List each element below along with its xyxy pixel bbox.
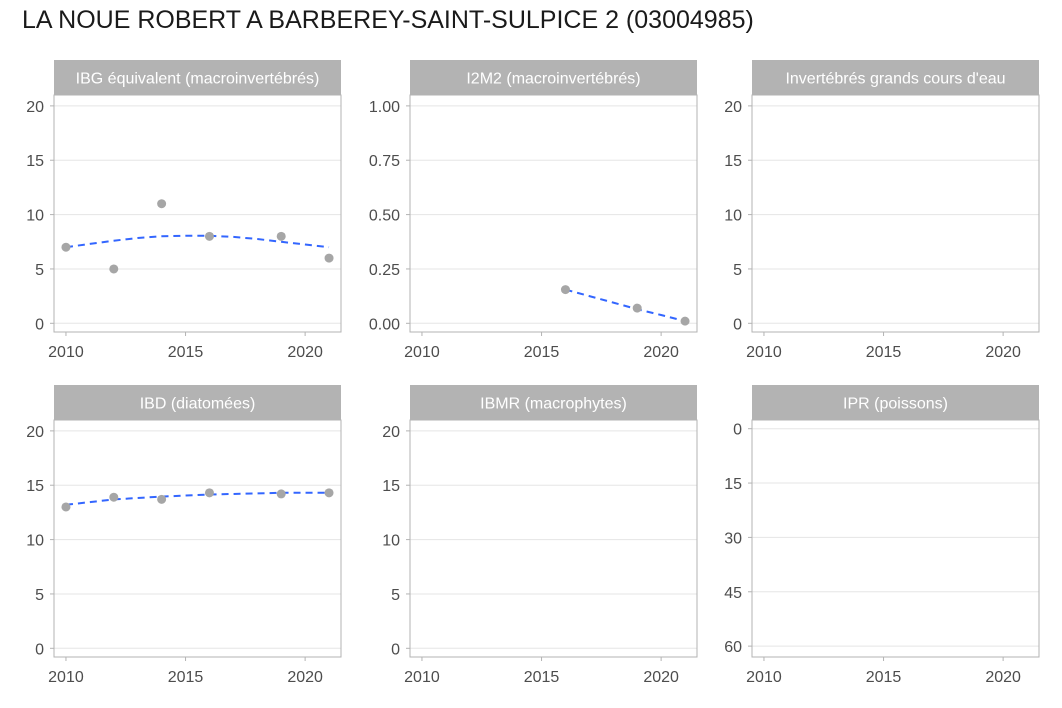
y-tick-label: 15 [724,476,742,493]
trend-line [565,288,686,323]
data-point [276,489,286,499]
panel-border [409,419,698,658]
y-tick-label: 45 [724,585,742,602]
trend-line [65,234,330,249]
y-tick-label: 0.75 [369,153,400,170]
facet-panel: IBD (diatomées) 0 5 10 15 20 2010 2015 2020 [26,385,342,686]
facet-strip [752,60,1039,95]
panel-border [751,419,1040,658]
y-tick-label: 10 [26,208,44,225]
y-tick-label: 0 [35,316,44,333]
facet-title: IBG équivalent (macroinvertébrés) [76,71,320,88]
facet-strip [752,385,1039,420]
data-point [157,199,167,209]
data-point [276,231,286,241]
y-tick-label: 30 [724,530,742,547]
data-point [632,303,642,313]
y-tick-label: 20 [26,424,44,441]
y-tick-label: 15 [382,478,400,495]
x-tick-label: 2020 [287,669,323,686]
y-tick-label: 10 [724,208,742,225]
facet-strip [410,60,697,95]
data-point [324,488,334,498]
y-tick-label: 15 [26,478,44,495]
data-point [109,492,119,502]
facet-panel: IBG équivalent (macroinvertébrés) 0 5 10 15 2… [26,60,342,361]
y-tick-label: 0 [733,316,742,333]
data-point [204,231,214,241]
panel-border [53,94,342,333]
facet-title: I2M2 (macroinvertébrés) [466,71,640,88]
x-tick-label: 2015 [168,344,204,361]
y-tick-label: 0.00 [369,316,400,333]
y-tick-label: 5 [35,262,44,279]
x-tick-label: 2010 [48,669,84,686]
facet-panel: IBMR (macrophytes) 0 5 10 15 20 2010 2015 2020 [382,385,698,686]
y-tick-label: 15 [26,153,44,170]
y-tick-label: 0 [733,422,742,439]
data-point [157,494,167,504]
y-tick-label: 0 [35,641,44,658]
y-tick-label: 1.00 [369,99,400,116]
x-tick-label: 2010 [746,669,782,686]
data-point [324,253,334,263]
facet-title: IPR (poissons) [843,396,948,413]
facet-strip [54,60,341,95]
y-tick-label: 0 [391,641,400,658]
y-tick-label: 20 [382,424,400,441]
panel-border [409,94,698,333]
x-tick-label: 2020 [287,344,323,361]
y-tick-label: 5 [35,587,44,604]
data-point [61,502,71,512]
page-title: LA NOUE ROBERT A BARBEREY-SAINT-SULPICE … [22,6,754,34]
facet-panel: Invertébrés grands cours d'eau0510152020… [724,60,1040,361]
trend-line [65,491,329,506]
facet-title: IBD (diatomées) [140,396,256,413]
data-point [560,285,570,295]
x-tick-label: 2010 [746,344,782,361]
facet-strip [54,385,341,420]
y-tick-label: 60 [724,639,742,656]
y-tick-label: 5 [391,587,400,604]
data-point [204,488,214,498]
data-point [61,242,71,252]
y-tick-label: 15 [724,153,742,170]
x-tick-label: 2020 [985,669,1021,686]
x-tick-label: 2020 [643,344,679,361]
x-tick-label: 2020 [985,344,1021,361]
x-tick-label: 2015 [524,344,560,361]
y-tick-label: 20 [724,99,742,116]
x-tick-label: 2010 [404,669,440,686]
facet-title: Invertébrés grands cours d'eau [785,71,1005,88]
panel-border [53,419,342,658]
data-point [109,264,119,274]
x-tick-label: 2015 [866,669,902,686]
x-tick-label: 2015 [866,344,902,361]
y-tick-label: 0.25 [369,262,400,279]
facet-title: IBMR (macrophytes) [480,396,627,413]
y-tick-label: 10 [26,533,44,550]
facet-strip [410,385,697,420]
y-tick-label: 5 [733,262,742,279]
x-tick-label: 2015 [524,669,560,686]
x-tick-label: 2010 [48,344,84,361]
x-tick-label: 2020 [643,669,679,686]
x-tick-label: 2015 [168,669,204,686]
x-tick-label: 2010 [404,344,440,361]
data-point [680,316,690,326]
y-tick-label: 10 [382,533,400,550]
y-tick-label: 20 [26,99,44,116]
facet-panel: I2M2 (macroinvertébrés) 0.00 0.25 0.50 0.75 1… [369,60,698,361]
y-tick-label: 0.50 [369,208,400,225]
panel-border [751,94,1040,333]
